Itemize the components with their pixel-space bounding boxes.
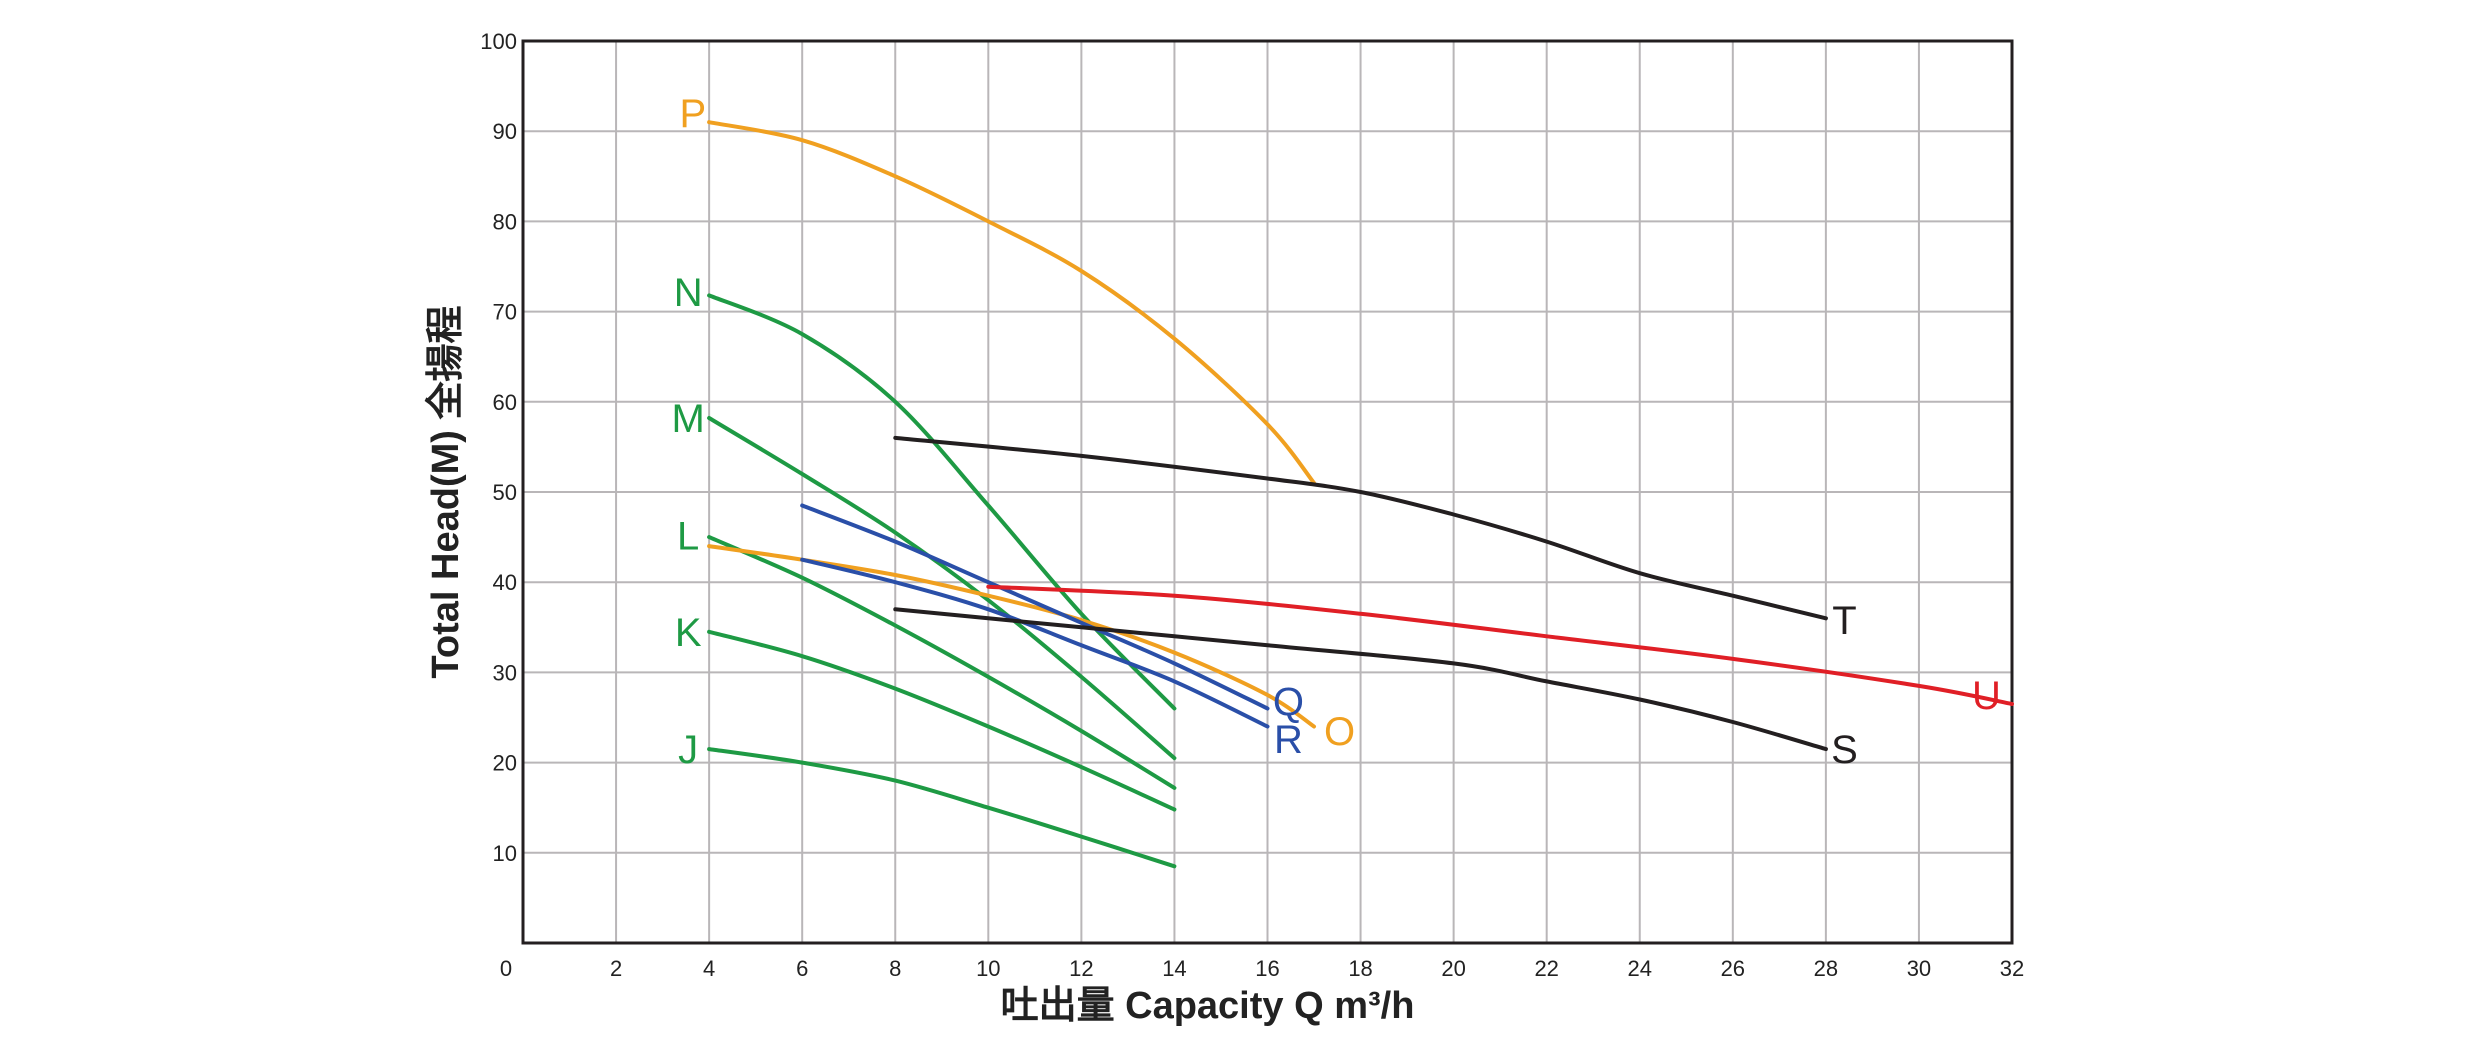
x-tick-label: 8 bbox=[889, 956, 901, 981]
x-tick-label: 18 bbox=[1348, 956, 1372, 981]
curve-label-k: K bbox=[675, 611, 702, 655]
x-tick-label: 28 bbox=[1814, 956, 1838, 981]
curve-m bbox=[707, 416, 1177, 761]
curve-label-p: P bbox=[679, 92, 706, 136]
curve-j bbox=[707, 747, 1177, 869]
y-tick-label: 20 bbox=[493, 751, 517, 776]
x-tick-label: 20 bbox=[1441, 956, 1465, 981]
x-tick-label: 30 bbox=[1907, 956, 1931, 981]
curve-p bbox=[707, 120, 1316, 485]
curve-n bbox=[707, 293, 1177, 711]
curve-label-j: J bbox=[678, 728, 698, 772]
y-tick-label: 80 bbox=[493, 209, 517, 234]
y-tick-label: 90 bbox=[493, 119, 517, 144]
curve-s bbox=[893, 607, 1828, 752]
y-tick-label: 100 bbox=[480, 29, 517, 54]
y-tick-label: 40 bbox=[493, 570, 517, 595]
curve-label-l: L bbox=[677, 514, 699, 558]
curve-k bbox=[707, 629, 1177, 812]
y-tick-label: 10 bbox=[493, 841, 517, 866]
curve-r bbox=[800, 557, 1270, 729]
y-tick-label: 50 bbox=[493, 480, 517, 505]
x-tick-label: 4 bbox=[703, 956, 715, 981]
curve-label-t: T bbox=[1832, 599, 1856, 643]
y-tick-label: 30 bbox=[493, 660, 517, 685]
x-tick-label: 32 bbox=[2000, 956, 2024, 981]
curve-label-m: M bbox=[672, 397, 705, 441]
curve-labels: J K L M N P OQR S T U bbox=[672, 92, 2001, 772]
curve-u bbox=[986, 584, 2014, 706]
y-tick-label: 60 bbox=[493, 390, 517, 415]
x-axis-title: 吐出量 Capacity Q m³/h bbox=[1001, 985, 1415, 1027]
curve-t bbox=[893, 435, 1828, 621]
x-tick-label: 22 bbox=[1534, 956, 1558, 981]
plot-frame bbox=[521, 39, 2014, 945]
x-tick-label: 0 bbox=[500, 956, 512, 981]
curve-label-o: O bbox=[1324, 710, 1355, 754]
grid bbox=[521, 39, 2014, 945]
x-tick-label: 6 bbox=[796, 956, 808, 981]
tick-labels: 0 2 4 6 8 10 12 14 16 18 20 22 24 26 28 30 3210203040506… bbox=[480, 29, 2024, 981]
x-tick-label: 14 bbox=[1162, 956, 1186, 981]
x-tick-label: 10 bbox=[976, 956, 1000, 981]
curve-label-r: R bbox=[1274, 718, 1303, 762]
curves bbox=[707, 120, 2014, 869]
y-tick-label: 70 bbox=[493, 300, 517, 325]
x-tick-label: 16 bbox=[1255, 956, 1279, 981]
curve-label-u: U bbox=[1972, 674, 2001, 718]
curve-label-q: Q bbox=[1273, 680, 1304, 724]
curve-o bbox=[707, 544, 1316, 729]
curve-label-n: N bbox=[674, 271, 703, 315]
curve-label-s: S bbox=[1831, 728, 1858, 772]
x-tick-label: 26 bbox=[1721, 956, 1745, 981]
x-tick-label: 2 bbox=[610, 956, 622, 981]
x-tick-label: 12 bbox=[1069, 956, 1093, 981]
curve-l bbox=[707, 535, 1177, 790]
y-axis-title: Total Head(M) 全揚程 bbox=[424, 306, 467, 679]
x-tick-label: 24 bbox=[1628, 956, 1652, 981]
curve-q bbox=[800, 503, 1270, 711]
